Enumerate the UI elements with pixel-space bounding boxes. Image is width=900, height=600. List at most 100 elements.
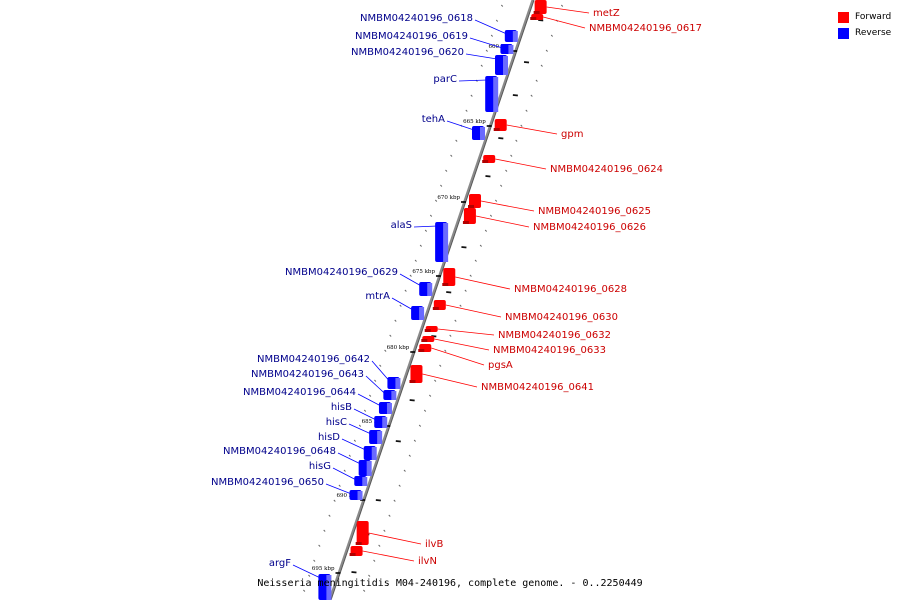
forward-gene-shade [482,160,489,163]
forward-gene-shade [493,128,500,131]
forward-gene-shade [467,205,474,208]
forward-gene-label: NMBM04240196_0641 [481,382,594,393]
reverse-gene-shade [366,461,372,476]
reverse-gene-label: mtrA [365,291,390,302]
rail-dot [469,274,472,277]
reverse-gene-shade [326,575,332,600]
rail-dot [413,439,416,442]
rail-dot [429,394,432,397]
forward-gene-leader [445,304,502,318]
legend-forward-label: Forward [855,12,892,22]
rail-dot [399,304,402,307]
rail-dot [525,109,528,112]
scale-dash [395,440,401,443]
forward-gene-leader [506,124,558,135]
backbone-line [328,0,535,600]
rail-dot [424,229,428,232]
rail-dot [389,334,392,337]
rail-dot [495,19,499,22]
rail-dot [479,244,482,247]
forward-gene-label: NMBM04240196_0633 [493,345,606,356]
rail-dot [490,34,494,37]
rail-dot [348,454,351,457]
reverse-gene-leader [474,19,507,35]
reverse-gene-shade [382,417,388,428]
rail-dot [545,49,548,52]
reverse-gene-shade [503,56,509,75]
rail-dot [445,169,448,172]
reverse-gene-shade [377,431,383,444]
scale-dash [538,19,544,22]
rail-dot [444,349,447,352]
rail-dot [454,319,457,322]
tick-label: 665 kbp [463,119,486,125]
forward-gene-label: ilvN [418,556,437,567]
rail-dot [429,214,433,217]
rail-dot [338,484,341,487]
rail-dot [485,49,488,52]
rail-dot [374,379,377,382]
rail-dot [470,94,473,97]
rail-dot [515,139,518,142]
forward-gene-body [356,521,369,545]
reverse-gene-label: NMBM04240196_0620 [351,47,464,58]
tick-label: 680 kbp [387,345,410,351]
rail-dot [500,184,503,187]
rail-dot [464,289,467,292]
rail-dot [423,409,427,412]
rail-dot [500,4,504,7]
forward-gene-leader [495,158,547,170]
rail-dot [328,514,331,517]
scale-dash [375,499,381,502]
reverse-gene-shade [508,45,514,54]
legend-reverse-label: Reverse [855,28,892,38]
forward-gene-label: ilvB [425,539,443,550]
reverse-gene-leader [325,483,352,495]
scale-dash [446,291,452,294]
rail-dot [403,469,406,472]
forward-gene-leader [437,328,495,336]
tick-label: 695 kbp [312,566,335,572]
rail-dot [450,154,453,157]
reverse-gene-label: hisC [326,417,347,428]
rail-dot [408,454,411,457]
rail-dot [484,229,488,232]
rail-dot [474,259,477,262]
reverse-gene-leader [348,423,372,435]
forward-gene-leader [543,16,586,29]
rail-dot [303,589,306,592]
tick-label: 685 kbp [362,419,385,425]
forward-gene-shade [432,307,439,310]
scale-dash [485,175,491,178]
rail-dot [383,529,386,532]
rail-dot [434,199,438,202]
reverse-gene-label: hisD [318,432,340,443]
reverse-gene-label: NMBM04240196_0643 [251,369,364,380]
reverse-gene-shade [371,447,377,460]
scale-dash [523,61,530,64]
reverse-gene-leader [458,79,488,82]
forward-gene-shade [421,339,428,342]
reverse-gene-shade [386,403,392,414]
forward-gene-label: pgsA [488,360,513,371]
reverse-gene-leader [341,438,366,451]
backbone-line-edge [330,0,535,600]
rail-dot [368,574,371,577]
forward-gene-leader [368,532,422,545]
reverse-gene-leader [469,37,503,49]
scale-dash [351,571,357,574]
scale-dash [409,399,415,402]
forward-gene-body [468,194,481,208]
tick-label: 690 kbp [337,493,360,499]
forward-gene-label: metZ [593,8,620,19]
reverse-gene-label: tehA [422,114,445,125]
forward-gene-leader [480,200,535,212]
reverse-gene-leader [332,467,357,481]
reverse-gene-shade [443,223,449,262]
reverse-gene-label: alaS [391,220,412,231]
forward-gene-label: NMBM04240196_0617 [589,23,702,34]
rail-dot [353,439,356,442]
rail-dot [333,499,336,502]
reverse-gene-leader [337,452,361,465]
rail-dot [550,34,554,37]
